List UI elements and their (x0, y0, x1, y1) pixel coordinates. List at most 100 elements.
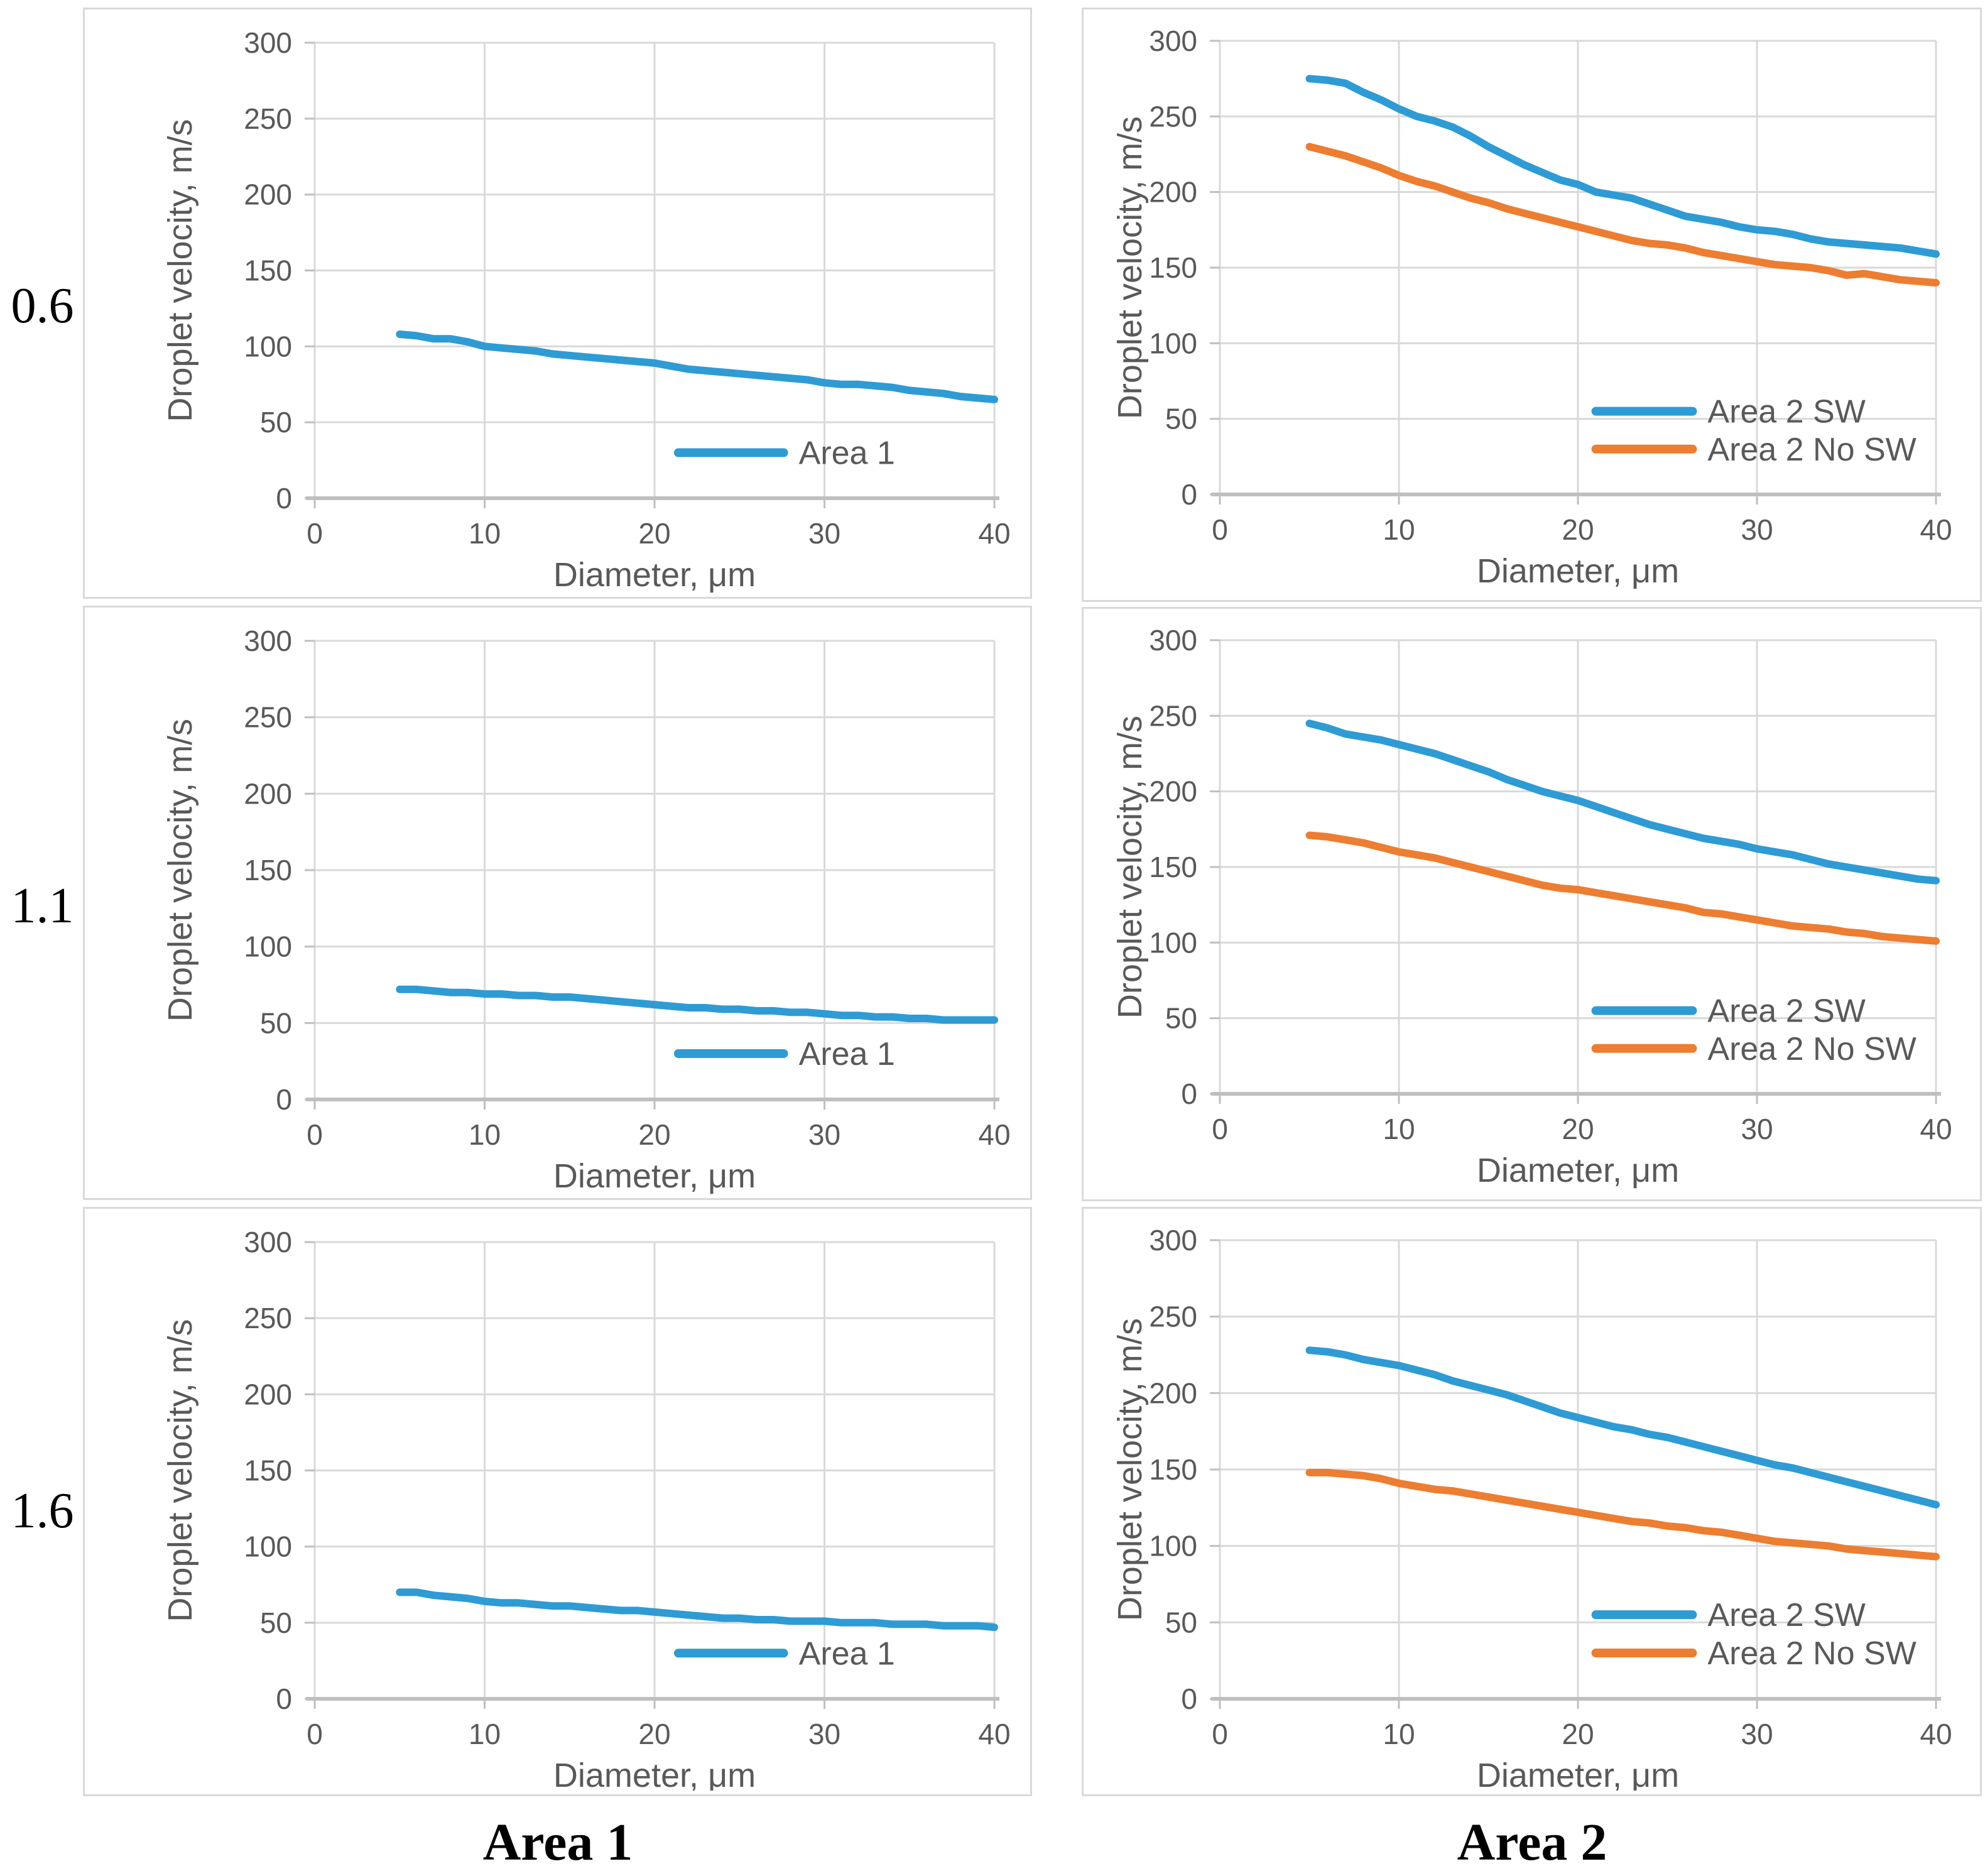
legend-label-area-1: Area 1 (799, 1635, 895, 1672)
y-tick-label-100: 100 (1149, 1530, 1197, 1562)
x-tick-label-10: 10 (469, 1718, 501, 1750)
x-tick-label-30: 30 (808, 1118, 840, 1151)
x-axis-title: Diameter, μm (553, 1157, 756, 1194)
y-tick-label-50: 50 (1165, 1002, 1197, 1035)
y-tick-label-250: 250 (1149, 1301, 1197, 1333)
y-tick-label-200: 200 (1149, 775, 1197, 808)
y-tick-label-100: 100 (244, 930, 292, 963)
y-tick-label-250: 250 (1149, 100, 1197, 133)
y-tick-label-0: 0 (276, 1682, 292, 1715)
y-tick-label-0: 0 (276, 1083, 292, 1116)
y-tick-label-150: 150 (1149, 1453, 1197, 1486)
x-tick-label-40: 40 (1920, 1718, 1952, 1750)
x-tick-label-30: 30 (808, 517, 840, 550)
x-tick-label-20: 20 (638, 517, 670, 550)
x-tick-label-30: 30 (1741, 1718, 1773, 1750)
x-tick-label-20: 20 (1562, 513, 1594, 546)
chart-panel-1.6-area2: 0 50 100 150 200 250 300 0 10 20 30 40 Diameter, μm D… (1082, 1207, 1982, 1796)
chart-panel-1.1-area2: 0 50 100 150 200 250 300 0 10 20 30 40 Diameter, μm D… (1082, 607, 1982, 1201)
y-axis-title: Droplet velocity, m/s (1111, 1318, 1149, 1621)
x-tick-label-10: 10 (469, 1118, 501, 1151)
legend-label-area-2-no-sw: Area 2 No SW (1707, 1635, 1916, 1672)
y-tick-label-0: 0 (1181, 1682, 1197, 1715)
y-tick-label-300: 300 (1149, 1224, 1197, 1257)
y-tick-label-0: 0 (276, 482, 292, 515)
row-label-1.1: 1.1 (11, 878, 74, 934)
legend-entry-area-2-sw: Area 2 SW (1591, 394, 1866, 430)
series-line-area-1 (396, 330, 998, 403)
x-tick-label-0: 0 (307, 1118, 323, 1151)
series-line-area-2-no-sw (1305, 831, 1940, 945)
y-tick-label-250: 250 (244, 102, 292, 135)
chart-svg-1-6-area-1: 0 50 100 150 200 250 300 0 10 20 30 40 Diameter, μm D… (161, 1226, 1011, 1791)
x-tick-label-30: 30 (808, 1718, 840, 1750)
x-tick-label-20: 20 (638, 1718, 670, 1750)
y-tick-label-0: 0 (1181, 478, 1197, 511)
legend-entry-area-2-sw: Area 2 SW (1591, 993, 1866, 1030)
series-line-area-2-no-sw (1305, 143, 1940, 287)
y-tick-label-150: 150 (1149, 251, 1197, 284)
y-tick-label-50: 50 (260, 1006, 292, 1039)
y-tick-label-250: 250 (244, 1302, 292, 1334)
x-tick-label-20: 20 (638, 1118, 670, 1151)
x-tick-label-0: 0 (1212, 513, 1228, 546)
row-label-1.6: 1.6 (11, 1483, 74, 1539)
y-tick-label-150: 150 (1149, 851, 1197, 883)
y-tick-label-300: 300 (244, 624, 292, 657)
chart-panel-0.6-area1: 0 50 100 150 200 250 300 0 10 20 30 40 Diameter, μm D… (83, 8, 1032, 599)
y-axis-title: Droplet velocity, m/s (161, 1319, 199, 1622)
x-tick-label-0: 0 (307, 1718, 323, 1750)
legend-entry-area-1: Area 1 (673, 1036, 895, 1072)
x-tick-label-10: 10 (1383, 1113, 1415, 1145)
x-tick-label-40: 40 (978, 1118, 1010, 1151)
legend-label-area-2-sw: Area 2 SW (1707, 993, 1865, 1030)
legend-entry-area-2-sw: Area 2 SW (1591, 1597, 1866, 1633)
x-tick-label-10: 10 (469, 517, 501, 550)
y-axis-title: Droplet velocity, m/s (1111, 116, 1149, 419)
chart-panel-1.1-area1: 0 50 100 150 200 250 300 0 10 20 30 40 Diameter, μm D… (83, 606, 1032, 1200)
legend-entry-area-1: Area 1 (673, 435, 895, 472)
x-axis-title: Diameter, μm (553, 556, 756, 593)
x-axis-title: Diameter, μm (1477, 1152, 1679, 1189)
x-tick-label-0: 0 (1212, 1718, 1228, 1750)
y-tick-label-300: 300 (244, 26, 292, 59)
chart-svg-0-6-area-2: 0 50 100 150 200 250 300 0 10 20 30 40 Diameter, μm D… (1111, 25, 1952, 590)
series-line-area-2-sw (1305, 1346, 1940, 1508)
x-tick-label-20: 20 (1562, 1718, 1594, 1750)
x-tick-label-20: 20 (1562, 1113, 1594, 1145)
series-line-area-1 (396, 985, 998, 1024)
legend-label-area-2-no-sw: Area 2 No SW (1707, 432, 1916, 468)
y-tick-label-0: 0 (1181, 1077, 1197, 1110)
y-tick-label-200: 200 (244, 1378, 292, 1410)
y-axis-title: Droplet velocity, m/s (1111, 716, 1149, 1018)
x-tick-label-10: 10 (1383, 513, 1415, 546)
y-tick-label-300: 300 (1149, 25, 1197, 57)
legend-entry-area-1: Area 1 (673, 1635, 895, 1672)
x-tick-label-40: 40 (978, 1718, 1010, 1750)
series-line-area-2-no-sw (1305, 1468, 1940, 1561)
y-tick-label-50: 50 (260, 1606, 292, 1639)
y-tick-label-200: 200 (244, 178, 292, 211)
y-tick-label-250: 250 (1149, 699, 1197, 732)
y-tick-label-100: 100 (244, 330, 292, 363)
y-tick-label-300: 300 (1149, 624, 1197, 657)
y-tick-label-50: 50 (1165, 1606, 1197, 1639)
y-tick-label-150: 150 (244, 254, 292, 287)
y-axis-title: Droplet velocity, m/s (161, 719, 199, 1022)
y-tick-label-300: 300 (244, 1226, 292, 1258)
column-caption-area2: Area 2 (1457, 1813, 1607, 1872)
chart-panel-0.6-area2: 0 50 100 150 200 250 300 0 10 20 30 40 Diameter, μm D… (1082, 8, 1982, 602)
x-tick-label-40: 40 (1920, 513, 1952, 546)
x-tick-label-0: 0 (1212, 1113, 1228, 1145)
series-line-area-2-sw (1305, 75, 1940, 258)
legend-label-area-1: Area 1 (799, 1036, 895, 1072)
x-tick-label-30: 30 (1741, 1113, 1773, 1145)
legend-entry-area-2-no-sw: Area 2 No SW (1591, 1031, 1917, 1067)
legend-label-area-2-sw: Area 2 SW (1707, 394, 1865, 430)
chart-svg-0-6-area-1: 0 50 100 150 200 250 300 0 10 20 30 40 Diameter, μm D… (161, 26, 1011, 593)
x-axis-title: Diameter, μm (1477, 552, 1679, 590)
legend-label-area-2-no-sw: Area 2 No SW (1707, 1031, 1916, 1067)
row-label-0.6: 0.6 (11, 278, 74, 334)
y-tick-label-200: 200 (244, 777, 292, 810)
y-tick-label-150: 150 (244, 1454, 292, 1487)
